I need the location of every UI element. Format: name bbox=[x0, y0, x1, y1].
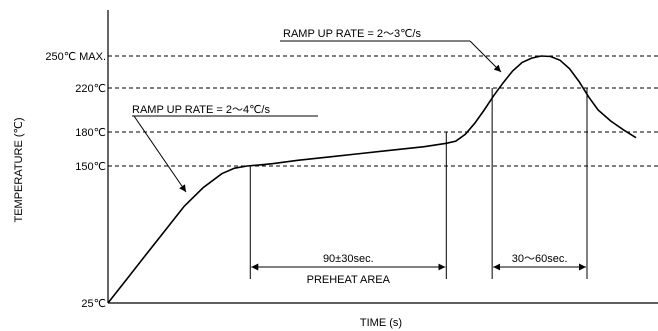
reference-lines bbox=[108, 55, 658, 167]
y-axis-title: TEMPERATURE (℃) bbox=[13, 117, 25, 222]
y-tick-label: 220℃ bbox=[75, 83, 106, 95]
ramp-up-rate-2-label: RAMP UP RATE = 2～3℃/s bbox=[283, 28, 421, 40]
y-tick-label: 150℃ bbox=[75, 161, 106, 173]
marker-lines bbox=[249, 88, 588, 279]
ramp-up-rate-1-leader bbox=[133, 115, 187, 193]
ramp-up-rate-2-leader bbox=[469, 40, 502, 73]
y-tick-label: 250℃ MAX. bbox=[45, 51, 106, 63]
peak-duration-label: 30～60sec. bbox=[512, 253, 568, 265]
y-tick-label: 25℃ bbox=[81, 298, 106, 310]
y-tick-label: 180℃ bbox=[75, 127, 106, 139]
preheat-duration-label: 90±30sec. bbox=[323, 253, 374, 265]
temperature-profile-line bbox=[107, 55, 637, 304]
y-tick-labels: 25℃ 150℃ 180℃ 220℃ 250℃ MAX. bbox=[45, 51, 106, 310]
preheat-area-label: PREHEAT AREA bbox=[307, 274, 391, 286]
x-axis-title: TIME (s) bbox=[360, 317, 402, 329]
ramp-up-rate-1-label: RAMP UP RATE = 2～4℃/s bbox=[132, 104, 270, 116]
